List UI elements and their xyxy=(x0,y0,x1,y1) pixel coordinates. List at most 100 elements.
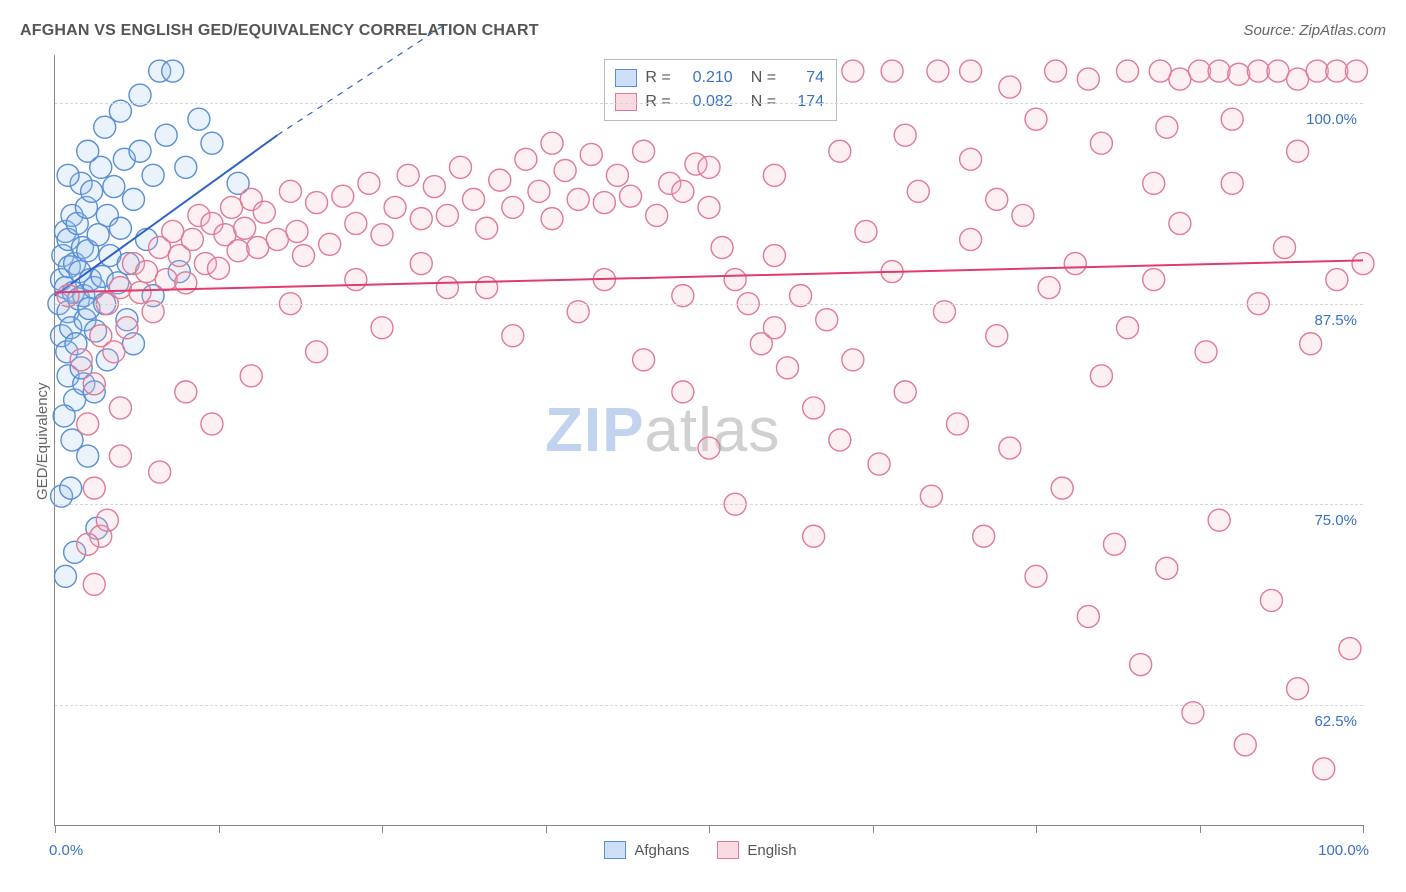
data-point-english xyxy=(986,188,1008,210)
grid-line xyxy=(55,705,1363,706)
regression-line-english xyxy=(55,260,1363,292)
data-point-english xyxy=(1234,734,1256,756)
legend-row-english: R = 0.082 N = 174 xyxy=(615,90,824,114)
data-point-english xyxy=(83,373,105,395)
data-point-english xyxy=(1228,63,1250,85)
data-point-english xyxy=(829,140,851,162)
data-point-afghans xyxy=(77,140,99,162)
data-point-english xyxy=(489,169,511,191)
data-point-english xyxy=(306,341,328,363)
data-point-english xyxy=(1195,341,1217,363)
data-point-english xyxy=(371,224,393,246)
x-tick xyxy=(1036,825,1037,833)
data-point-english xyxy=(672,180,694,202)
legend-n-value: 74 xyxy=(784,66,824,90)
data-point-english xyxy=(724,269,746,291)
data-point-english xyxy=(83,477,105,499)
data-point-english xyxy=(855,220,877,242)
data-point-english xyxy=(109,277,131,299)
legend-swatch xyxy=(604,841,626,859)
data-point-english xyxy=(358,172,380,194)
legend-r-value: 0.082 xyxy=(679,90,733,114)
data-point-english xyxy=(999,76,1021,98)
data-point-english xyxy=(1189,60,1211,82)
legend-series-label: Afghans xyxy=(634,842,689,859)
data-point-english xyxy=(1287,68,1309,90)
legend-n-value: 174 xyxy=(784,90,824,114)
data-point-english xyxy=(698,437,720,459)
data-point-english xyxy=(1221,108,1243,130)
data-point-english xyxy=(286,220,308,242)
data-point-english xyxy=(763,164,785,186)
data-point-english xyxy=(1287,140,1309,162)
data-point-afghans xyxy=(54,565,76,587)
data-point-afghans xyxy=(122,188,144,210)
data-point-english xyxy=(1169,68,1191,90)
data-point-english xyxy=(1130,654,1152,676)
data-point-english xyxy=(1208,60,1230,82)
data-point-afghans xyxy=(162,60,184,82)
data-point-english xyxy=(1169,212,1191,234)
data-point-english xyxy=(77,533,99,555)
x-tick xyxy=(1200,825,1201,833)
data-point-english xyxy=(881,60,903,82)
legend-n-label: N = xyxy=(751,66,776,90)
grid-line xyxy=(55,504,1363,505)
data-point-english xyxy=(384,196,406,218)
data-point-english xyxy=(1287,678,1309,700)
data-point-english xyxy=(436,204,458,226)
data-point-english xyxy=(554,160,576,182)
data-point-afghans xyxy=(155,124,177,146)
plot-svg xyxy=(55,55,1363,825)
data-point-english xyxy=(162,220,184,242)
legend-n-label: N = xyxy=(751,90,776,114)
correlation-legend: R = 0.210 N = 74 R = 0.082 N = 174 xyxy=(604,59,837,121)
data-point-english xyxy=(201,413,223,435)
data-point-afghans xyxy=(103,176,125,198)
data-point-english xyxy=(803,397,825,419)
chart-title: AFGHAN VS ENGLISH GED/EQUIVALENCY CORREL… xyxy=(20,22,539,40)
data-point-english xyxy=(293,245,315,267)
y-axis-label: GED/Equivalency xyxy=(34,382,51,500)
data-point-english xyxy=(247,237,269,259)
data-point-english xyxy=(1300,333,1322,355)
x-axis-max-label: 100.0% xyxy=(1318,842,1369,859)
legend-swatch xyxy=(615,93,637,111)
legend-r-label: R = xyxy=(645,66,670,90)
data-point-english xyxy=(1267,60,1289,82)
data-point-english xyxy=(894,381,916,403)
grid-line xyxy=(55,304,1363,305)
data-point-english xyxy=(96,509,118,531)
data-point-english xyxy=(593,192,615,214)
data-point-english xyxy=(240,365,262,387)
data-point-english xyxy=(1156,557,1178,579)
data-point-english xyxy=(476,277,498,299)
data-point-english xyxy=(947,413,969,435)
y-tick-label: 87.5% xyxy=(1287,312,1357,329)
data-point-english xyxy=(986,325,1008,347)
data-point-afghans xyxy=(175,156,197,178)
data-point-english xyxy=(1090,132,1112,154)
data-point-english xyxy=(1352,253,1374,275)
data-point-english xyxy=(181,228,203,250)
data-point-afghans xyxy=(109,217,131,239)
data-point-english xyxy=(109,445,131,467)
data-point-english xyxy=(528,180,550,202)
legend-r-label: R = xyxy=(645,90,670,114)
data-point-english xyxy=(763,317,785,339)
x-axis-min-label: 0.0% xyxy=(49,842,83,859)
data-point-english xyxy=(502,325,524,347)
data-point-english xyxy=(155,269,177,291)
x-tick xyxy=(1363,825,1364,833)
legend-series-label: English xyxy=(747,842,796,859)
data-point-english xyxy=(633,140,655,162)
data-point-english xyxy=(279,180,301,202)
data-point-english xyxy=(1103,533,1125,555)
data-point-english xyxy=(842,60,864,82)
data-point-english xyxy=(829,429,851,451)
data-point-english xyxy=(1090,365,1112,387)
data-point-english xyxy=(541,132,563,154)
data-point-english xyxy=(1339,638,1361,660)
legend-r-value: 0.210 xyxy=(679,66,733,90)
data-point-english xyxy=(1274,237,1296,259)
